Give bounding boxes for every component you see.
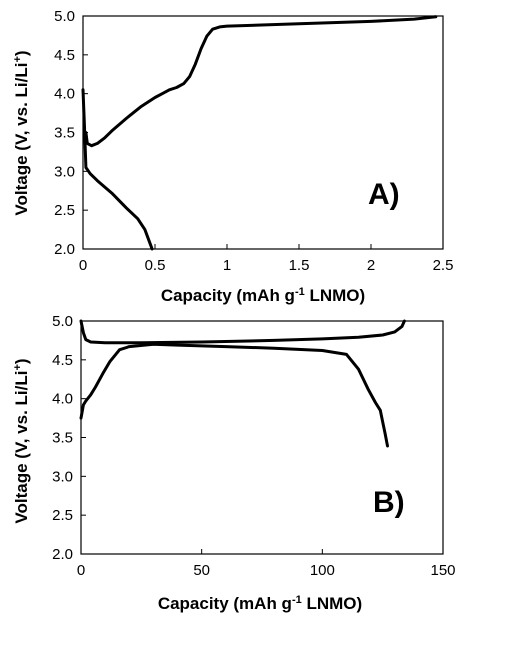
x-axis-label-main: Capacity (mAh g	[161, 286, 295, 305]
x-tick-label: 1	[223, 257, 231, 274]
x-tick-label: 100	[310, 562, 335, 579]
y-tick-label: 4.5	[52, 352, 73, 369]
x-axis-label-main: Capacity (mAh g	[158, 594, 292, 613]
x-tick-label: 0	[77, 562, 85, 579]
x-tick-label: 0.5	[145, 257, 166, 274]
x-axis-label: Capacity (mAh g-1 LNMO)	[158, 594, 362, 613]
y-tick-label: 3.5	[52, 430, 73, 447]
x-axis-label-tail: LNMO)	[305, 286, 365, 305]
x-tick-label: 1.5	[289, 257, 310, 274]
y-tick-label: 2.0	[54, 241, 75, 258]
x-tick-labels: 0 0.5 1 1.5 2 2.5	[79, 244, 454, 274]
x-tick-label: 2.5	[433, 257, 454, 274]
y-tick-label: 2.0	[52, 546, 73, 563]
series-line-1	[79, 342, 389, 448]
y-tick-label: 4.5	[54, 47, 75, 64]
y-axis-label-main: Voltage (V, vs. Li/Li	[12, 63, 31, 216]
chart-panel-b: 2.0 2.5 3.0 3.5 4.0 4.5 5.0 0 50 100 150 B) Capac…	[12, 313, 456, 613]
x-tick-label: 0	[79, 257, 87, 274]
y-axis-label-tail: )	[12, 358, 31, 364]
y-axis-label-sup: +	[12, 56, 24, 62]
y-tick-labels: 2.0 2.5 3.0 3.5 4.0 4.5 5.0	[52, 313, 86, 563]
x-tick-label: 50	[193, 562, 210, 579]
panel-label: A)	[368, 178, 400, 211]
y-tick-label: 4.0	[54, 86, 75, 103]
y-axis-label-main: Voltage (V, vs. Li/Li	[12, 371, 31, 524]
panel-label: B)	[373, 486, 405, 519]
x-tick-label: 150	[430, 562, 455, 579]
series-line-1	[84, 15, 438, 148]
y-axis-label: Voltage (V, vs. Li/Li+)	[12, 358, 31, 523]
chart-panel-a: 2.0 2.5 3.0 3.5 4.0 4.5 5.0 0 0.5 1 1.5 2 2.5 A) Ca…	[12, 8, 453, 305]
x-tick-label: 2	[367, 257, 375, 274]
y-tick-label: 3.5	[54, 125, 75, 142]
y-axis-label: Voltage (V, vs. Li/Li+)	[12, 50, 31, 215]
x-axis-label: Capacity (mAh g-1 LNMO)	[161, 286, 365, 305]
y-tick-label: 3.0	[54, 163, 75, 180]
x-axis-label-sup: -1	[295, 286, 305, 298]
series-line-2	[81, 88, 154, 251]
y-tick-label: 3.0	[52, 468, 73, 485]
y-tick-label: 2.5	[54, 202, 75, 219]
y-tick-labels: 2.0 2.5 3.0 3.5 4.0 4.5 5.0	[54, 8, 88, 258]
x-tick-labels: 0 50 100 150	[77, 549, 456, 579]
x-axis-label-sup: -1	[292, 594, 302, 606]
y-tick-label: 5.0	[52, 313, 73, 330]
series-line-2	[79, 319, 406, 345]
y-tick-label: 2.5	[52, 507, 73, 524]
data-curves	[79, 319, 406, 448]
x-axis-label-tail: LNMO)	[302, 594, 362, 613]
data-curves	[81, 15, 438, 251]
y-axis-label-tail: )	[12, 50, 31, 56]
y-axis-label-sup: +	[12, 364, 24, 370]
y-tick-label: 4.0	[52, 391, 73, 408]
y-tick-label: 5.0	[54, 8, 75, 25]
plot-frame	[82, 15, 444, 250]
plot-frame	[80, 320, 444, 555]
